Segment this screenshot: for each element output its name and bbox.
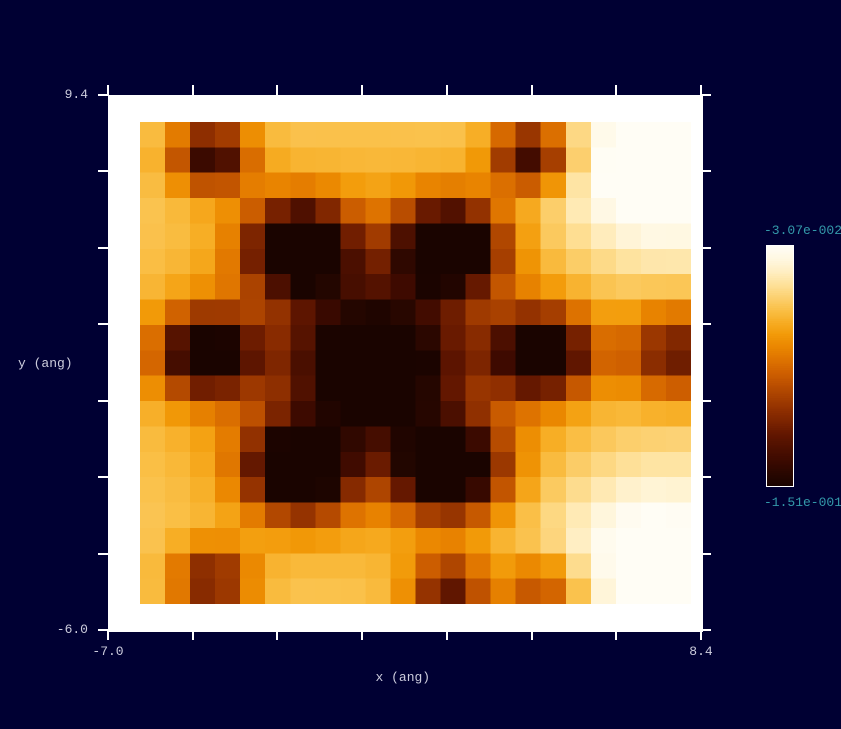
axis-tick	[446, 85, 448, 95]
axis-tick	[701, 400, 711, 402]
axis-tick	[701, 553, 711, 555]
axis-tick	[701, 323, 711, 325]
colorbar	[766, 245, 794, 487]
axis-tick	[700, 630, 702, 640]
colorbar-max-label: -3.07e-002	[764, 223, 841, 238]
axis-tick	[531, 630, 533, 640]
axis-tick	[98, 553, 108, 555]
axis-tick	[192, 630, 194, 640]
tick-label: -6.0	[57, 622, 88, 637]
axis-tick	[615, 85, 617, 95]
axis-tick	[98, 247, 108, 249]
plot-frame	[108, 95, 703, 632]
axis-tick	[701, 476, 711, 478]
axis-tick	[276, 630, 278, 640]
axis-tick	[98, 323, 108, 325]
tick-label: 9.4	[65, 87, 88, 102]
axis-tick	[531, 85, 533, 95]
axis-tick	[98, 170, 108, 172]
axis-tick	[98, 629, 108, 631]
axis-tick	[701, 170, 711, 172]
heatmap-canvas	[140, 122, 691, 604]
colorbar-canvas	[767, 246, 793, 486]
axis-tick	[98, 94, 108, 96]
tick-label: -7.0	[92, 644, 123, 659]
axis-tick	[98, 476, 108, 478]
axis-tick	[98, 400, 108, 402]
x-axis-label: x (ang)	[376, 670, 431, 685]
axis-tick	[361, 630, 363, 640]
axis-tick	[107, 630, 109, 640]
y-axis-label: y (ang)	[18, 356, 73, 371]
axis-tick	[361, 85, 363, 95]
axis-tick	[701, 247, 711, 249]
axis-tick	[701, 94, 711, 96]
colorbar-min-label: -1.51e-001	[764, 495, 841, 510]
figure-root: x (ang) y (ang) -3.07e-002 -1.51e-001 -7…	[0, 0, 841, 729]
axis-tick	[701, 629, 711, 631]
axis-tick	[615, 630, 617, 640]
axis-tick	[276, 85, 278, 95]
axis-tick	[446, 630, 448, 640]
tick-label: 8.4	[689, 644, 712, 659]
axis-tick	[192, 85, 194, 95]
